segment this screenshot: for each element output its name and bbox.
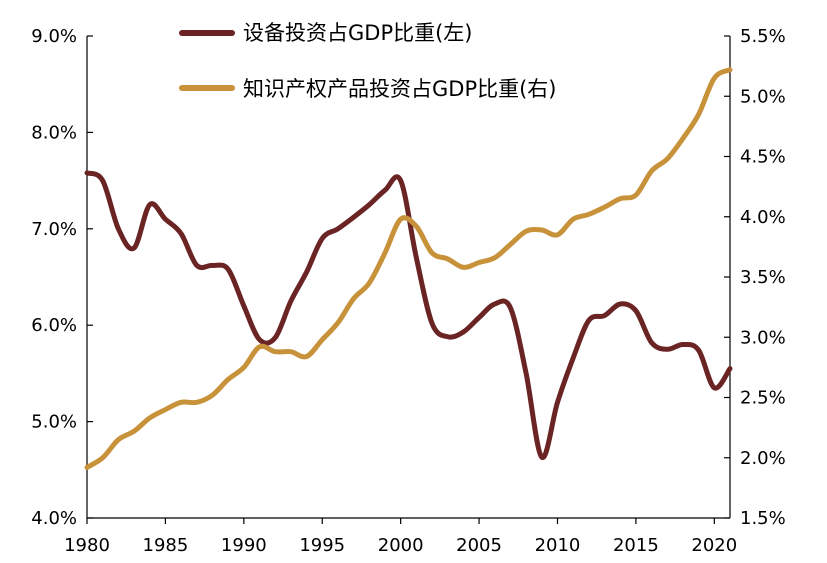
series-line-equipment <box>84 170 733 460</box>
x-tick-label: 1985 <box>143 535 189 556</box>
left-tick-label: 9.0% <box>31 26 77 47</box>
legend-label-ip: 知识产权产品投资占GDP比重(右) <box>243 77 557 101</box>
right-tick-label: 4.0% <box>740 207 786 228</box>
right-tick-label: 3.0% <box>740 327 786 348</box>
right-tick-label: 5.5% <box>740 26 786 47</box>
right-tick-label: 2.5% <box>740 388 786 409</box>
x-tick-label: 2010 <box>535 535 581 556</box>
series-line-ip <box>84 67 733 470</box>
left-tick-label: 4.0% <box>31 508 77 529</box>
x-tick-label: 1990 <box>221 535 267 556</box>
x-tick-label: 2020 <box>691 535 737 556</box>
right-tick-label: 2.0% <box>740 448 786 469</box>
legend: 设备投资占GDP比重(左) 知识产权产品投资占GDP比重(右) <box>179 21 557 101</box>
left-tick-label: 8.0% <box>31 122 77 143</box>
right-axis-ticks: 1.5% 2.0% 2.5% 3.0% 3.5% 4.0% 4.5% 5.0% 5.5% <box>724 26 786 529</box>
right-tick-label: 4.5% <box>740 147 786 168</box>
left-tick-label: 5.0% <box>31 412 77 433</box>
x-axis-ticks: 1980 1985 1990 1995 2000 2005 2010 2015 2020 <box>64 518 737 556</box>
x-tick-label: 2000 <box>378 535 424 556</box>
right-tick-label: 1.5% <box>740 508 786 529</box>
x-tick-label: 2015 <box>613 535 659 556</box>
plot-area: 4.0% 5.0% 6.0% 7.0% 8.0% 9.0% 1.5% 2.0% 2.5% 3.0… <box>31 26 785 556</box>
x-tick-label: 1980 <box>64 535 110 556</box>
right-tick-label: 5.0% <box>740 86 786 107</box>
series-lines <box>84 67 733 470</box>
right-tick-label: 3.5% <box>740 267 786 288</box>
x-tick-label: 1995 <box>299 535 345 556</box>
legend-label-equipment: 设备投资占GDP比重(左) <box>243 21 473 45</box>
left-axis-ticks: 4.0% 5.0% 6.0% 7.0% 8.0% 9.0% <box>31 26 93 529</box>
left-tick-label: 6.0% <box>31 315 77 336</box>
x-tick-label: 2005 <box>456 535 502 556</box>
left-tick-label: 7.0% <box>31 219 77 240</box>
